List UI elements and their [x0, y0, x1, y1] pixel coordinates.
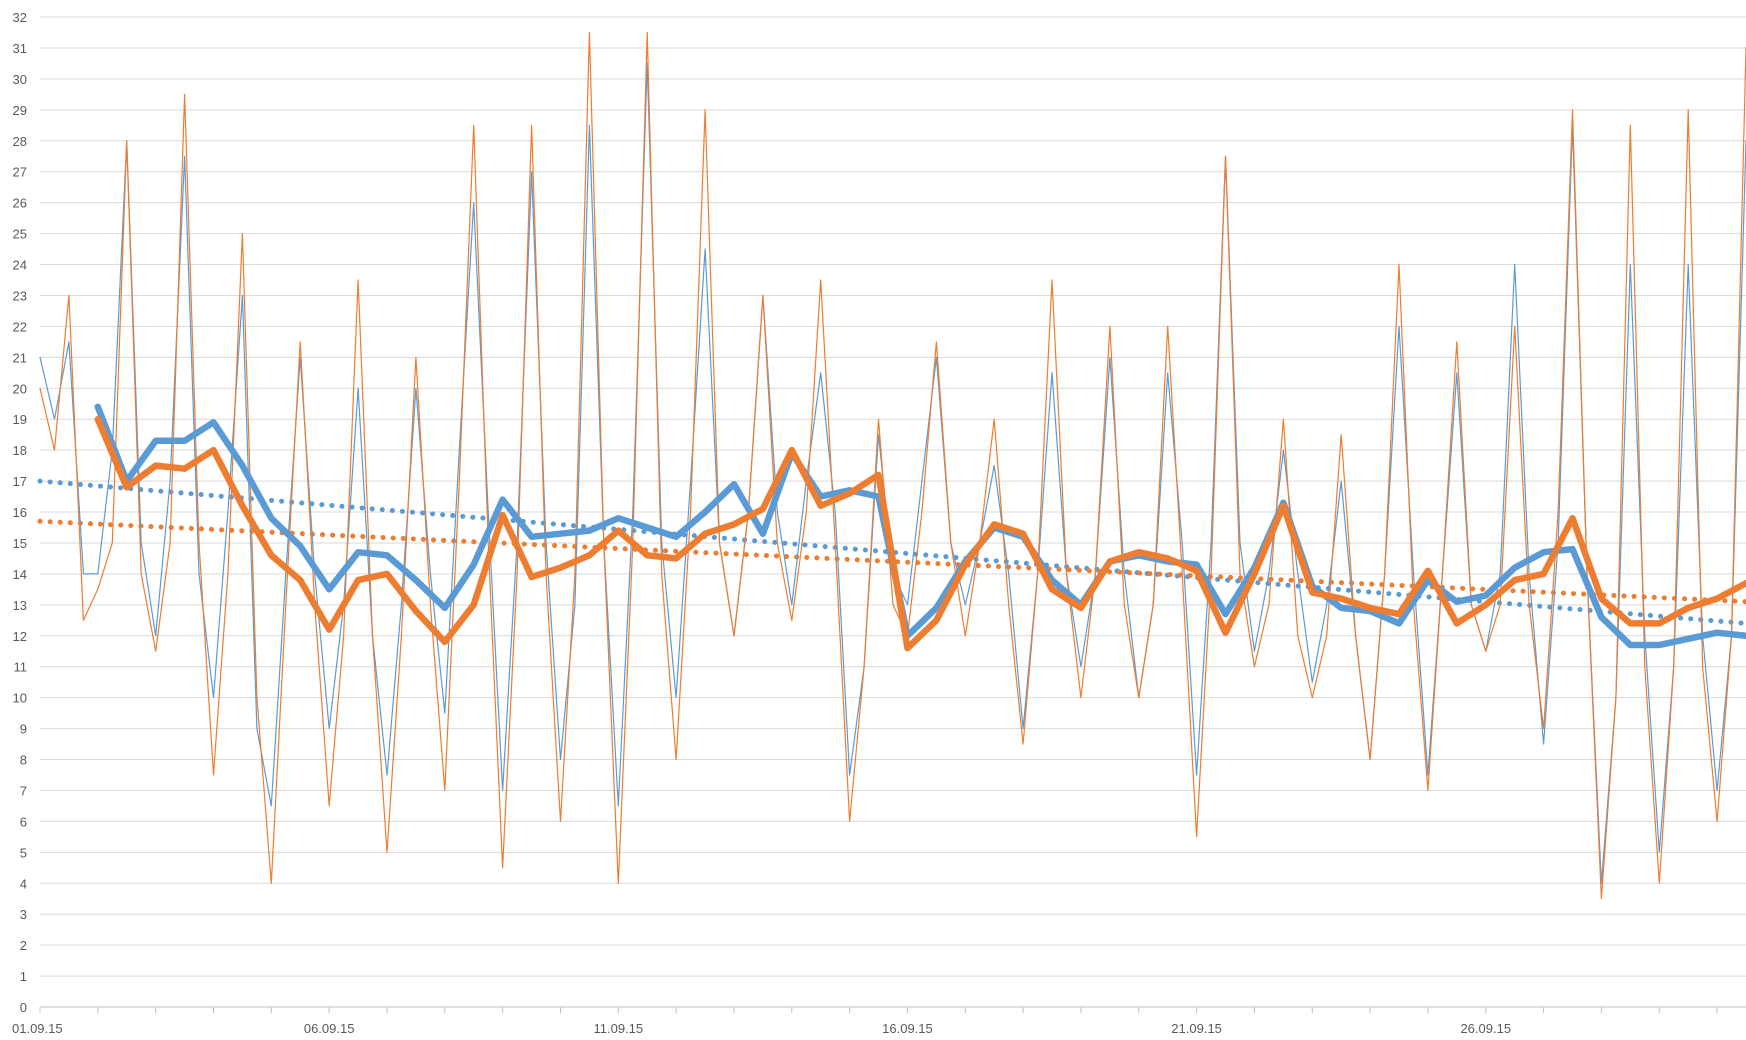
y-axis-tick-labels: 0123456789101112131415161718192021222324… — [13, 10, 27, 1015]
x-tick-label: 01.09.15 — [12, 1021, 63, 1036]
y-tick-label: 20 — [13, 381, 27, 396]
y-tick-label: 16 — [13, 505, 27, 520]
y-tick-label: 27 — [13, 165, 27, 180]
y-tick-label: 15 — [13, 536, 27, 551]
x-tick-label: 26.09.15 — [1460, 1021, 1511, 1036]
y-tick-label: 21 — [13, 350, 27, 365]
series-line-thin-blue — [39, 62, 1746, 884]
y-tick-label: 14 — [13, 567, 27, 582]
x-tick-label: 11.09.15 — [593, 1021, 643, 1036]
y-tick-label: 30 — [13, 72, 27, 87]
y-tick-label: 9 — [20, 722, 27, 737]
gridlines — [40, 16, 1746, 1008]
y-tick-label: 5 — [20, 845, 27, 860]
series-line-thick-blue — [94, 403, 1746, 649]
y-tick-label: 4 — [20, 876, 27, 891]
series-line-thick-orange — [94, 415, 1746, 652]
y-tick-label: 22 — [13, 319, 27, 334]
y-tick-label: 7 — [20, 783, 27, 798]
y-tick-label: 25 — [13, 227, 27, 242]
x-tick-label: 21.09.15 — [1171, 1021, 1222, 1036]
y-tick-label: 10 — [13, 691, 27, 706]
y-tick-label: 26 — [13, 196, 27, 211]
y-tick-label: 0 — [20, 1000, 27, 1015]
plot-area — [37, 31, 1746, 900]
y-tick-label: 24 — [13, 258, 27, 273]
x-axis: 01.09.15 06.09.15 11.09.15 16.09.15 21.09.15… — [12, 1007, 1718, 1036]
y-tick-label: 2 — [20, 938, 27, 953]
series-line-thin-orange — [39, 31, 1746, 900]
y-tick-label: 17 — [13, 474, 27, 489]
y-tick-label: 6 — [20, 814, 27, 829]
x-tick-label: 16.09.15 — [882, 1021, 933, 1036]
series-line-trend-dotted-orange — [37, 518, 1746, 605]
y-tick-label: 19 — [13, 412, 27, 427]
y-tick-label: 18 — [13, 443, 27, 458]
y-tick-label: 12 — [13, 629, 27, 644]
y-tick-label: 3 — [20, 907, 27, 922]
y-tick-label: 1 — [20, 969, 27, 984]
y-tick-label: 23 — [13, 288, 27, 303]
x-tick-label: 06.09.15 — [304, 1021, 355, 1036]
y-tick-label: 32 — [13, 10, 27, 25]
y-tick-label: 13 — [13, 598, 27, 613]
y-tick-label: 11 — [14, 660, 28, 675]
y-tick-label: 28 — [13, 134, 27, 149]
y-tick-label: 8 — [20, 753, 27, 768]
y-tick-label: 31 — [13, 41, 27, 56]
y-tick-label: 29 — [13, 103, 27, 118]
